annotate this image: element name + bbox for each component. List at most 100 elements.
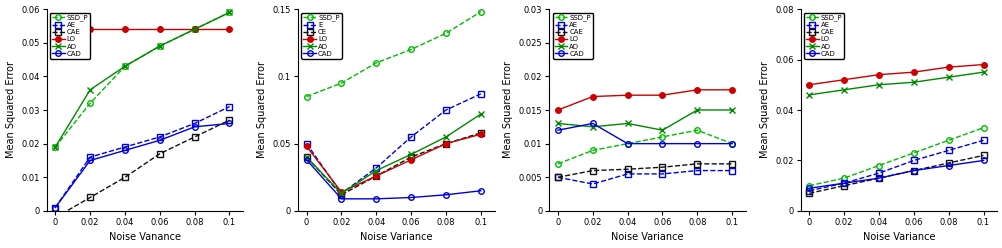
CE xyxy=(440,142,452,145)
Line: AE: AE xyxy=(806,137,985,193)
SSD_P xyxy=(223,11,235,14)
E xyxy=(335,192,347,195)
LO xyxy=(405,158,417,161)
SSD_P xyxy=(370,62,382,64)
Line: AD: AD xyxy=(304,111,483,196)
CAD xyxy=(872,177,884,180)
AD xyxy=(725,109,737,112)
E xyxy=(474,92,486,95)
AD xyxy=(586,125,598,128)
E xyxy=(370,166,382,169)
CAD xyxy=(440,193,452,196)
SSD_P xyxy=(977,126,989,129)
SSD_P xyxy=(49,146,61,149)
AE xyxy=(838,182,850,185)
SSD_P xyxy=(474,10,486,13)
CE xyxy=(335,193,347,196)
CE xyxy=(370,174,382,177)
CAE xyxy=(690,162,702,165)
SSD_P xyxy=(551,162,563,165)
LO xyxy=(621,94,633,97)
AE xyxy=(153,135,165,138)
CAD xyxy=(405,196,417,199)
Y-axis label: Mean Squared Error: Mean Squared Error xyxy=(503,62,513,158)
AE xyxy=(188,122,200,125)
SSD_P xyxy=(942,139,954,142)
SSD_P xyxy=(655,135,667,138)
AE xyxy=(977,139,989,142)
CAE xyxy=(655,166,667,169)
Line: CAE: CAE xyxy=(806,153,985,196)
AD xyxy=(335,192,347,195)
AD xyxy=(551,122,563,125)
AD xyxy=(907,81,919,84)
CAE xyxy=(977,154,989,157)
AE xyxy=(803,189,815,192)
AE xyxy=(725,169,737,172)
SSD_P xyxy=(301,95,313,98)
CAE xyxy=(188,135,200,138)
Line: CAD: CAD xyxy=(52,121,232,210)
LO xyxy=(725,88,737,91)
AE xyxy=(223,105,235,108)
CAD xyxy=(188,125,200,128)
SSD_P xyxy=(335,82,347,85)
AD xyxy=(474,113,486,116)
CAD xyxy=(474,189,486,192)
LO xyxy=(335,191,347,194)
AE xyxy=(586,183,598,186)
CAD xyxy=(586,122,598,125)
Line: CAE: CAE xyxy=(52,117,232,220)
AE xyxy=(872,172,884,175)
LO xyxy=(188,28,200,31)
LO xyxy=(119,28,131,31)
AD xyxy=(655,129,667,132)
SSD_P xyxy=(725,142,737,145)
E xyxy=(405,135,417,138)
CAD xyxy=(84,159,96,162)
CAD xyxy=(690,142,702,145)
AE xyxy=(49,206,61,209)
CAD xyxy=(977,159,989,162)
LO xyxy=(977,63,989,66)
AD xyxy=(690,109,702,112)
AD xyxy=(119,65,131,68)
Legend: SSD_P, AE, CAE, LO, AD, CAD: SSD_P, AE, CAE, LO, AD, CAD xyxy=(50,13,90,59)
SSD_P xyxy=(872,164,884,167)
Line: AE: AE xyxy=(52,104,232,210)
CAD xyxy=(370,197,382,200)
SSD_P xyxy=(188,28,200,31)
Legend: SSD_P, AE, CAE, LO, AD, CAD: SSD_P, AE, CAE, LO, AD, CAD xyxy=(804,13,844,59)
AD xyxy=(188,28,200,31)
LO xyxy=(586,95,598,98)
X-axis label: Noise Variance: Noise Variance xyxy=(611,232,683,243)
AD xyxy=(370,169,382,172)
Line: LO: LO xyxy=(304,131,483,195)
LO xyxy=(872,73,884,76)
AD xyxy=(440,135,452,138)
SSD_P xyxy=(153,45,165,48)
Line: SSD_P: SSD_P xyxy=(304,9,483,99)
SSD_P xyxy=(838,177,850,180)
Line: LO: LO xyxy=(806,62,985,88)
LO xyxy=(551,109,563,112)
X-axis label: Noise Variance: Noise Variance xyxy=(360,232,432,243)
AD xyxy=(301,155,313,158)
LO xyxy=(803,83,815,86)
Line: CE: CE xyxy=(304,130,483,198)
LO xyxy=(223,28,235,31)
AD xyxy=(84,88,96,91)
AD xyxy=(49,146,61,149)
SSD_P xyxy=(84,102,96,105)
CAE xyxy=(942,161,954,164)
AE xyxy=(655,172,667,175)
E xyxy=(440,109,452,112)
Line: CAE: CAE xyxy=(555,161,734,180)
Legend: SSD_P, E, CE, LO, AD, CAD: SSD_P, E, CE, LO, AD, CAD xyxy=(301,13,342,59)
LO xyxy=(907,71,919,74)
CAE xyxy=(551,176,563,179)
CE xyxy=(405,155,417,158)
SSD_P xyxy=(586,149,598,152)
Line: AE: AE xyxy=(555,168,734,187)
CAD xyxy=(551,129,563,132)
